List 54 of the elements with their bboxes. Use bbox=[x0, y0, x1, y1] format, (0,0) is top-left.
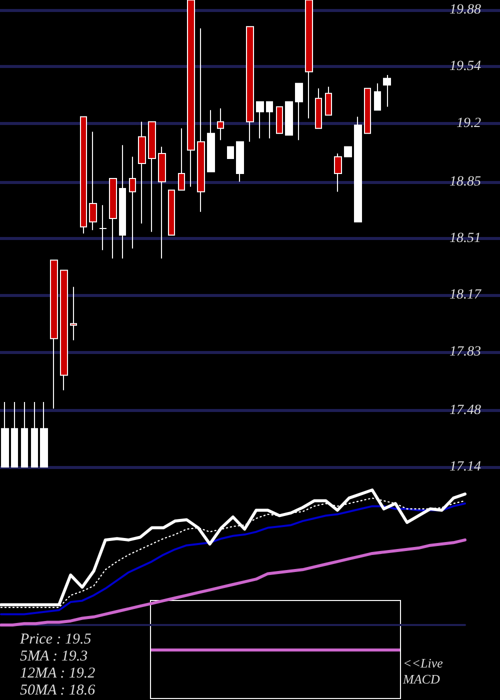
candlestick bbox=[334, 152, 342, 192]
y-tick-label: 18.17 bbox=[450, 288, 482, 303]
candlestick bbox=[31, 401, 38, 468]
candlestick bbox=[187, 0, 195, 188]
candlestick bbox=[1, 401, 9, 468]
text: <<Live MACD bbox=[402, 656, 446, 686]
candlestick bbox=[148, 121, 156, 232]
candlestick bbox=[21, 401, 28, 468]
y-tick-label: 17.48 bbox=[450, 402, 481, 418]
candlestick bbox=[246, 26, 254, 142]
candlestick bbox=[89, 131, 97, 231]
candlestick bbox=[80, 116, 87, 234]
text: 12MA : 19.2 bbox=[20, 666, 96, 682]
candlestick bbox=[50, 260, 58, 410]
candlestick bbox=[227, 146, 234, 159]
candlestick bbox=[325, 86, 332, 116]
candlestick bbox=[119, 144, 126, 260]
candlestick bbox=[207, 110, 215, 172]
candlestick bbox=[99, 204, 107, 251]
candlestick bbox=[40, 401, 48, 468]
y-tick-label: 17.14 bbox=[450, 460, 481, 474]
candlestick bbox=[158, 146, 166, 260]
candlestick bbox=[129, 156, 136, 250]
candlestick bbox=[374, 82, 381, 111]
candlestick bbox=[109, 178, 117, 260]
y-tick-label: 18.51 bbox=[450, 231, 481, 246]
y-tick-label: 17.83 bbox=[450, 344, 481, 360]
candlestick bbox=[354, 116, 362, 222]
text: 5MA : 19.3 bbox=[20, 648, 88, 664]
candlestick bbox=[383, 74, 391, 108]
text: Price : 19.5 bbox=[19, 632, 92, 648]
y-tick-label: 19.2 bbox=[456, 116, 481, 131]
candlestick bbox=[364, 88, 371, 134]
candlestick bbox=[168, 190, 175, 236]
y-tick-label: 18.85 bbox=[450, 174, 481, 190]
y-tick-label: 19.88 bbox=[450, 2, 481, 18]
candlestick bbox=[266, 101, 273, 139]
candlestick bbox=[11, 401, 18, 468]
candlestick bbox=[178, 128, 185, 191]
candlestick bbox=[70, 286, 77, 341]
candlestick bbox=[60, 270, 68, 391]
text: 50MA : 18.6 bbox=[20, 682, 96, 698]
candlestick bbox=[315, 88, 322, 129]
candlestick bbox=[256, 101, 264, 139]
candlestick bbox=[197, 28, 205, 212]
candlestick bbox=[217, 108, 224, 141]
candlestick bbox=[305, 0, 313, 119]
y-tick-label: 19.54 bbox=[450, 59, 481, 74]
candlestick bbox=[285, 101, 293, 136]
candlestick bbox=[138, 121, 146, 224]
candlestick bbox=[276, 106, 283, 134]
candlestick bbox=[236, 141, 244, 182]
candlestick bbox=[344, 146, 352, 158]
candlestick bbox=[295, 82, 303, 141]
